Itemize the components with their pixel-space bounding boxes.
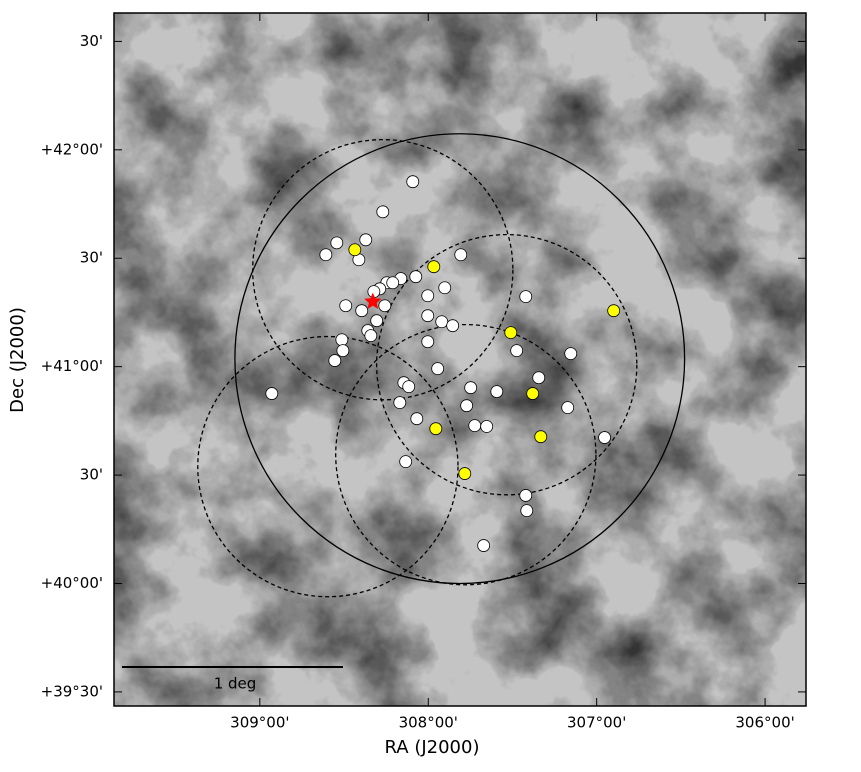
y-axis-label: Dec (J2000) — [7, 307, 28, 413]
y-tick-label: 30' — [80, 466, 103, 484]
field-circle — [197, 335, 459, 598]
source-marker — [561, 401, 575, 415]
source-marker — [421, 309, 435, 323]
source-marker — [359, 233, 373, 247]
source-marker — [429, 422, 443, 436]
field-circle — [252, 138, 514, 401]
source-marker — [460, 399, 474, 413]
source-marker — [526, 387, 540, 400]
source-marker — [520, 504, 534, 518]
field-circle — [375, 233, 638, 496]
source-marker — [348, 243, 362, 257]
source-marker — [328, 354, 342, 367]
source-marker — [335, 333, 349, 347]
source-marker — [510, 344, 524, 358]
source-marker — [468, 419, 482, 433]
source-marker — [464, 381, 478, 395]
x-tick-label: 306°00' — [735, 714, 794, 732]
source-marker — [532, 371, 546, 385]
source-marker — [339, 299, 353, 313]
source-marker — [402, 380, 416, 394]
source-marker — [421, 289, 435, 303]
source-marker — [421, 335, 435, 349]
y-tick-label: +41°00' — [41, 357, 103, 375]
y-tick-label: +40°00' — [41, 574, 103, 592]
source-marker — [519, 290, 533, 304]
source-marker — [435, 315, 449, 329]
source-marker — [364, 329, 378, 343]
source-marker — [490, 385, 504, 398]
sky-image — [114, 13, 806, 706]
source-marker — [330, 236, 344, 250]
source-marker — [409, 270, 423, 284]
source-marker — [336, 344, 350, 358]
source-marker — [431, 362, 445, 376]
source-marker — [458, 467, 472, 480]
source-marker — [399, 455, 413, 469]
source-marker — [480, 420, 494, 433]
y-tick-label: 30' — [80, 249, 103, 267]
source-marker — [598, 431, 611, 444]
source-marker — [477, 539, 491, 552]
source-marker — [534, 430, 548, 444]
source-marker — [410, 412, 424, 426]
x-tick-label: 308°00' — [399, 714, 458, 732]
x-axis-label: RA (J2000) — [385, 737, 480, 758]
source-marker — [454, 248, 468, 262]
source-marker — [406, 175, 420, 189]
y-tick-label: +42°00' — [41, 140, 103, 158]
source-marker — [319, 248, 333, 262]
x-tick-label: 309°00' — [230, 714, 289, 732]
source-marker — [427, 260, 441, 274]
source-marker — [386, 276, 400, 290]
source-marker — [438, 281, 452, 295]
source-marker — [504, 326, 518, 340]
field-circle — [234, 133, 686, 585]
star-marker — [364, 292, 382, 309]
source-marker — [355, 304, 369, 318]
source-marker — [519, 489, 533, 502]
source-marker — [376, 205, 390, 219]
field-circle — [335, 323, 597, 586]
source-marker — [564, 347, 578, 361]
scale-bar-label: 1 deg — [214, 675, 257, 693]
y-tick-label: 30' — [80, 32, 103, 50]
source-marker — [393, 396, 407, 410]
plot-frame — [113, 12, 807, 707]
source-marker — [446, 319, 460, 333]
y-tick-label: +39°30' — [41, 682, 103, 700]
source-marker — [607, 304, 621, 318]
source-marker — [265, 387, 279, 400]
source-marker — [378, 299, 392, 313]
source-marker — [370, 314, 384, 328]
x-tick-label: 307°00' — [567, 714, 626, 732]
